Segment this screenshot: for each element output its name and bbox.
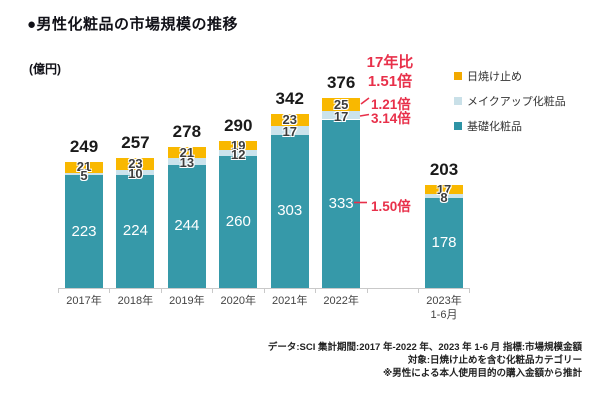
x-axis-label-line: 2019年 xyxy=(169,295,205,307)
bar-segment-sunscreen xyxy=(167,147,206,158)
x-axis-tick xyxy=(58,288,59,293)
annotation-vs-total: 1.51倍 xyxy=(367,73,413,90)
x-axis-tick xyxy=(315,288,317,293)
unit-label: (億円) xyxy=(29,62,61,76)
x-axis-label: 2020年 xyxy=(206,294,270,308)
x-axis-tick xyxy=(212,288,214,293)
x-axis-label-line: 2022年 xyxy=(323,295,359,307)
bar-segment-sunscreen xyxy=(270,114,309,127)
footer-line-3: ※男性による本人使用目的の購入金額から推計 xyxy=(383,368,582,379)
bar-segment-makeup xyxy=(270,126,309,135)
makeup-value-label: 13 xyxy=(179,155,195,171)
legend-item-base: 基礎化粧品 xyxy=(454,113,566,138)
x-axis-label: 2022年 xyxy=(309,294,373,308)
legend-label: 日焼け止め xyxy=(467,70,522,83)
x-axis-tick xyxy=(263,288,265,293)
makeup-value-label: 8 xyxy=(440,189,448,205)
bar-segment-makeup xyxy=(219,150,258,157)
bar-segment-sunscreen xyxy=(322,98,361,111)
sunscreen-value-label: 21 xyxy=(179,144,195,160)
legend-swatch-icon xyxy=(454,71,462,80)
x-axis-label-line: 1-6月 xyxy=(430,309,458,321)
x-axis-label: 2021年 xyxy=(258,294,322,308)
x-axis-tick xyxy=(109,288,111,293)
bar-segment-makeup xyxy=(65,172,103,176)
bar-segment-sunscreen xyxy=(425,185,463,194)
sunscreen-value-label: 23 xyxy=(128,155,143,171)
bar-segment-base xyxy=(322,119,361,288)
bar-total-label: 278 xyxy=(172,122,202,142)
base-value-label: 244 xyxy=(174,217,200,235)
bar-total-label: 376 xyxy=(326,73,356,93)
x-axis-label: 2018年 xyxy=(103,294,167,308)
legend-label: 基礎化粧品 xyxy=(467,120,522,133)
sunscreen-value-label: 23 xyxy=(282,112,297,128)
makeup-value-label: 17 xyxy=(333,109,349,125)
bar-segment-base xyxy=(65,175,103,288)
x-axis-label-line: 2017年 xyxy=(66,295,102,307)
x-axis-label-line: 2021年 xyxy=(271,295,308,307)
bar-segment-base xyxy=(167,164,206,288)
bar-segment-makeup xyxy=(116,169,155,175)
x-axis-tick xyxy=(366,288,368,293)
x-axis-label: 2017年 xyxy=(52,294,116,308)
bar-segment-base xyxy=(270,134,309,288)
bar-total-label: 342 xyxy=(275,89,304,109)
bar-total-label: 257 xyxy=(121,132,150,152)
footer-line-1: データ:SCI 集計期間:2017 年-2022 年、2023 年 1-6 月 … xyxy=(267,342,582,353)
x-axis-label: 2023年 1-6月 xyxy=(412,294,476,322)
sunscreen-value-label: 17 xyxy=(436,181,452,197)
annotation-vs-title: 17年比 xyxy=(366,54,414,71)
makeup-value-label: 17 xyxy=(282,124,297,140)
legend-item-sunscreen: 日焼け止め xyxy=(454,63,566,88)
bar-total-label: 249 xyxy=(69,137,99,156)
annotation-vs-makeup: 3.14倍 xyxy=(371,111,411,126)
x-axis-label-line: 2018年 xyxy=(117,295,154,307)
annotation-vs-base: 1.50倍 xyxy=(371,199,411,214)
chart-legend: 日焼け止めメイクアップ化粧品 基礎化粧品 xyxy=(454,63,566,138)
x-axis-tick xyxy=(469,288,471,293)
makeup-value-label: 5 xyxy=(80,167,88,183)
bar-segment-sunscreen xyxy=(116,157,155,170)
bar-segment-base xyxy=(219,156,258,288)
bar-total-label: 203 xyxy=(429,160,459,180)
bar-segment-makeup xyxy=(167,157,206,165)
footer-line-2: 対象:日焼け止めを含む化粧品カテゴリー xyxy=(407,355,582,366)
base-value-label: 260 xyxy=(225,213,251,231)
x-axis-tick xyxy=(418,288,419,293)
legend-swatch-icon xyxy=(454,121,462,130)
bar-segment-sunscreen xyxy=(65,162,103,173)
bar-segment-makeup xyxy=(322,110,361,120)
base-value-label: 303 xyxy=(277,202,303,220)
x-axis-label: 2019年 xyxy=(155,294,219,308)
x-axis-tick xyxy=(160,288,162,293)
page-title: ●男性化粧品の市場規模の推移 xyxy=(27,16,239,33)
bar-total-label: 290 xyxy=(224,115,253,135)
base-value-label: 223 xyxy=(71,222,97,240)
legend-swatch-icon xyxy=(454,96,462,105)
footer-notes: データ:SCI 集計期間:2017 年-2022 年、2023 年 1-6 月 … xyxy=(268,341,582,380)
bar-segment-sunscreen xyxy=(219,140,258,151)
x-axis-label-line: 2020年 xyxy=(220,295,257,307)
base-value-label: 224 xyxy=(122,222,148,240)
x-axis-label-line: 2023年 xyxy=(426,295,462,307)
sunscreen-value-label: 21 xyxy=(76,159,92,175)
base-value-label: 178 xyxy=(431,233,457,251)
sunscreen-value-label: 19 xyxy=(231,137,246,153)
base-value-label: 333 xyxy=(328,194,354,212)
bar-segment-base xyxy=(116,174,155,288)
annotation-vs-sunscreen: 1.21倍 xyxy=(371,97,411,112)
bar-segment-base xyxy=(425,197,463,288)
bar-segment-makeup xyxy=(425,193,463,198)
legend-label: メイクアップ化粧品 xyxy=(467,95,566,108)
sunscreen-value-label: 25 xyxy=(333,96,349,112)
legend-item-makeup: メイクアップ化粧品 xyxy=(454,88,566,113)
makeup-value-label: 10 xyxy=(128,166,143,182)
makeup-value-label: 12 xyxy=(231,147,246,163)
